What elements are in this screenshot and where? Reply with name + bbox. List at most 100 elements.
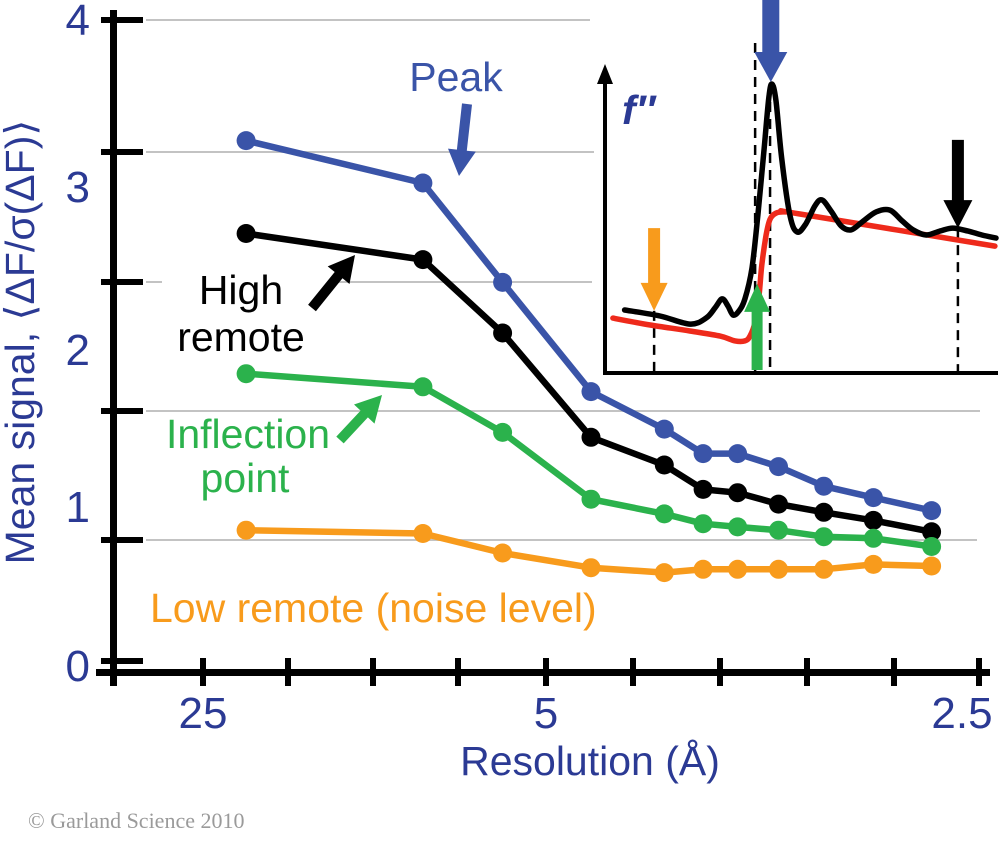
x-axis-tick	[976, 658, 982, 686]
y-tick-label-3: 3	[66, 163, 90, 212]
data-point	[236, 131, 256, 151]
peak-arrow-icon	[448, 103, 476, 176]
data-point	[413, 173, 433, 193]
data-point	[863, 554, 883, 574]
peak-series-label: Peak	[409, 54, 503, 100]
y-axis-tick	[101, 17, 143, 23]
y-tick-label-1: 1	[66, 483, 90, 532]
inset-curve-observed	[621, 81, 999, 327]
data-point	[728, 483, 748, 503]
data-point	[493, 422, 513, 442]
data-point	[413, 377, 433, 397]
x-axis-tick	[630, 658, 636, 686]
x-axis-tick	[200, 658, 206, 686]
data-point	[922, 537, 942, 556]
data-point	[769, 457, 788, 477]
data-point	[493, 272, 513, 292]
inset-spectrum: f″	[597, 0, 999, 375]
gridline	[146, 19, 590, 21]
data-point	[728, 559, 748, 579]
data-point	[654, 504, 674, 524]
data-point	[654, 563, 674, 583]
x-axis-tick	[543, 658, 549, 686]
copyright-credit: © Garland Science 2010	[28, 808, 244, 833]
high-remote-energy-arrow-icon	[943, 139, 973, 229]
x-axis-tick	[717, 658, 723, 686]
data-point	[581, 427, 601, 447]
data-point	[693, 514, 713, 534]
data-point	[236, 224, 256, 243]
gridline	[146, 281, 592, 283]
data-point	[863, 488, 883, 508]
data-point	[863, 528, 883, 548]
high-remote-arrow-icon	[308, 255, 355, 312]
data-point	[693, 559, 713, 579]
data-point	[581, 489, 601, 509]
gridline	[146, 539, 977, 541]
data-point	[728, 517, 748, 537]
x-axis-tick	[455, 658, 461, 686]
data-series-layer	[236, 131, 942, 583]
x-axis-tick	[804, 658, 810, 686]
inflection-energy-arrow-icon	[744, 283, 771, 370]
inset-f-double-prime-label: f″	[622, 87, 658, 133]
x-axis-title: Resolution (Å)	[460, 738, 720, 784]
x-axis-tick	[370, 658, 376, 686]
data-point	[693, 444, 713, 464]
data-point	[728, 444, 748, 464]
gridline	[146, 410, 980, 412]
high-remote-series-label-line2: remote	[177, 314, 305, 360]
data-point	[413, 524, 433, 543]
inflection-series-label-line2: point	[201, 455, 291, 501]
data-point	[654, 455, 674, 475]
data-point	[814, 476, 834, 496]
data-point	[863, 510, 883, 530]
x-axis-tick	[891, 658, 897, 686]
data-point	[493, 543, 513, 563]
y-axis-tick	[101, 537, 143, 543]
y-axis-tick	[101, 149, 143, 155]
high-remote-series-label-line1: High	[199, 267, 283, 313]
data-point	[769, 559, 788, 579]
peak-energy-arrow-icon	[754, 0, 788, 82]
data-point	[693, 479, 713, 499]
data-point	[922, 501, 942, 521]
annotation-arrow-layer	[308, 103, 476, 444]
inset-curve-layer	[610, 81, 999, 345]
data-point	[769, 494, 788, 514]
y-axis-tick	[101, 658, 143, 664]
y-axis-tick	[101, 408, 143, 414]
y-axis-line	[110, 10, 117, 686]
inset-arrow-layer	[640, 0, 973, 370]
data-point	[654, 419, 674, 439]
data-point	[814, 527, 834, 547]
data-point	[581, 382, 601, 402]
gridline	[146, 151, 594, 153]
data-point	[236, 520, 256, 540]
data-point	[581, 558, 601, 578]
y-tick-label-4: 4	[66, 0, 90, 45]
tick-layer	[101, 17, 982, 686]
data-point	[814, 559, 834, 579]
data-point	[922, 522, 942, 542]
data-point	[769, 520, 788, 540]
gridline-layer	[146, 19, 980, 541]
x-tick-label-5: 5	[534, 689, 558, 738]
data-point	[922, 556, 942, 576]
inset-y-axis-arrowhead-icon	[597, 64, 613, 84]
high-remote-label-background	[162, 266, 334, 362]
data-point	[493, 323, 513, 343]
data-point	[814, 502, 834, 522]
low-remote-series-label: Low remote (noise level)	[150, 585, 597, 631]
y-axis-tick	[101, 279, 143, 285]
data-point	[236, 364, 256, 384]
inset-y-axis-line	[603, 80, 607, 373]
x-tick-label-25: 25	[179, 689, 228, 738]
series-line-peak	[242, 137, 935, 514]
inflection-label-background	[160, 412, 338, 500]
inflection-point-arrow-icon	[336, 395, 382, 444]
data-point	[413, 250, 433, 270]
x-axis-tick	[285, 658, 291, 686]
